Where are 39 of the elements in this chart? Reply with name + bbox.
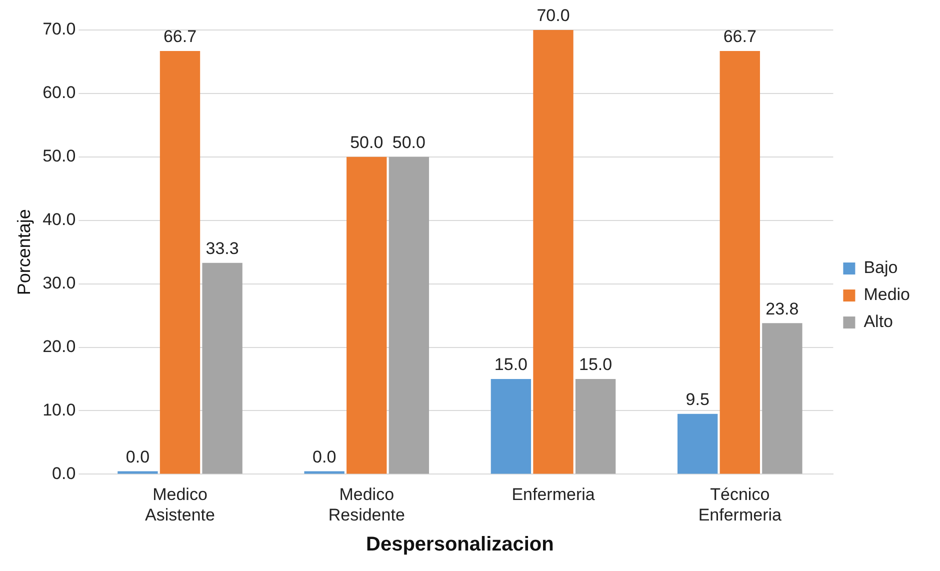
x-tick-label: Medico Residente bbox=[328, 485, 405, 524]
legend-label: Medio bbox=[864, 285, 910, 304]
x-tick-label: Medico Asistente bbox=[145, 485, 215, 524]
bar bbox=[346, 156, 387, 474]
y-tick-label: 60.0 bbox=[42, 83, 76, 102]
legend-label: Alto bbox=[864, 312, 893, 332]
y-tick-label: 50.0 bbox=[42, 146, 76, 166]
bar bbox=[160, 50, 200, 474]
bar bbox=[388, 156, 430, 474]
data-label: 0.0 bbox=[312, 447, 336, 466]
data-label: 9.5 bbox=[686, 390, 710, 410]
legend-label: Bajo bbox=[864, 258, 898, 278]
data-label: 33.3 bbox=[206, 239, 239, 258]
data-label: 23.8 bbox=[766, 299, 799, 318]
y-tick-label: 70.0 bbox=[42, 20, 76, 39]
y-tick-label: 40.0 bbox=[42, 210, 76, 230]
data-label: 15.0 bbox=[579, 355, 612, 374]
data-label: 15.0 bbox=[494, 355, 528, 374]
bar bbox=[677, 414, 718, 474]
y-tick-label: 20.0 bbox=[42, 336, 76, 356]
data-label: 66.7 bbox=[723, 27, 756, 46]
y-axis-title: Porcentaje bbox=[14, 209, 34, 296]
data-label: 70.0 bbox=[536, 6, 570, 26]
bar bbox=[490, 379, 532, 474]
x-tick-label: Enfermeria bbox=[512, 485, 596, 504]
data-label: 66.7 bbox=[163, 27, 197, 46]
bar bbox=[575, 379, 616, 474]
bar bbox=[762, 323, 802, 474]
y-tick-label: 10.0 bbox=[42, 400, 76, 420]
y-tick-label: 0.0 bbox=[52, 464, 76, 483]
data-label: 50.0 bbox=[392, 133, 426, 152]
bar bbox=[720, 50, 760, 474]
bar bbox=[533, 30, 574, 474]
x-tick-label: Técnico Enfermeria bbox=[698, 485, 782, 524]
data-label: 50.0 bbox=[350, 133, 384, 152]
bar bbox=[202, 262, 242, 474]
y-tick-label: 30.0 bbox=[42, 274, 76, 293]
x-axis-title: Despersonalizacion bbox=[366, 534, 554, 556]
data-label: 0.0 bbox=[126, 447, 150, 466]
